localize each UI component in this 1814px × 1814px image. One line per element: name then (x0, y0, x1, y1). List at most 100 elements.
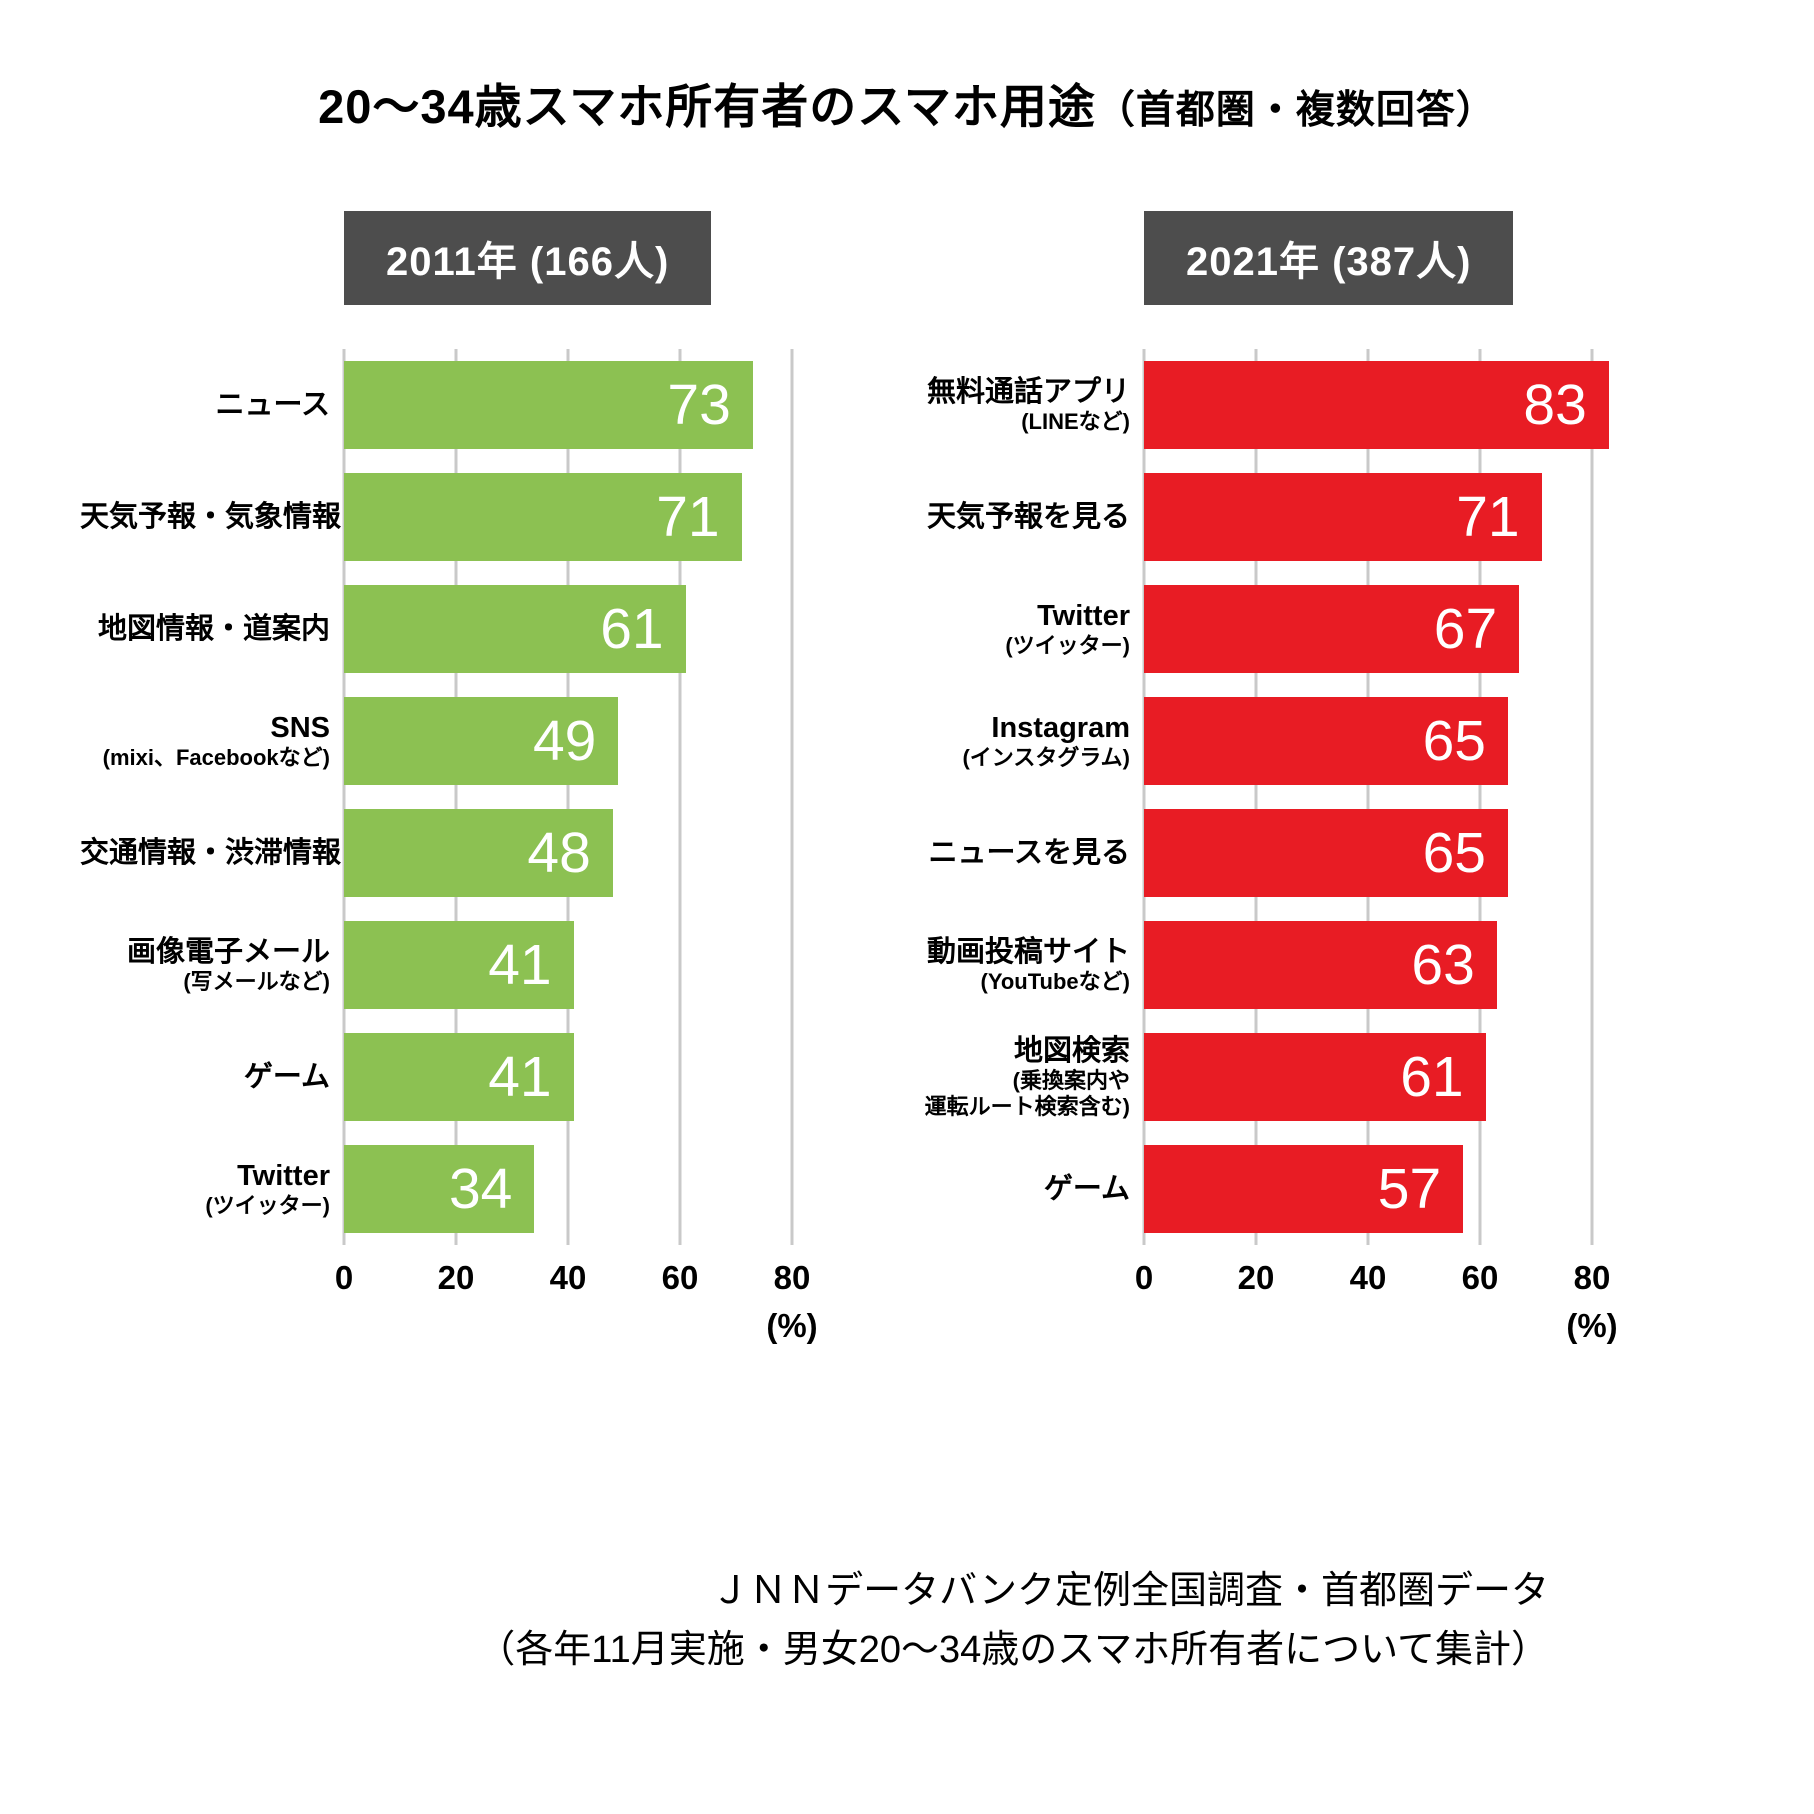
bar-row: Twitter (ツイッター) 67 (880, 573, 1644, 685)
category-label-main: 画像電子メール (126, 935, 330, 968)
category-label-sub: (インスタグラム) (962, 745, 1130, 771)
chart-2021-plot: 無料通話アプリ (LINEなど) 83 天気予報を見る 71 Twitter (ツイッター)… (880, 349, 1644, 1377)
category-label: 動画投稿サイト (YouTubeなど) (880, 935, 1130, 995)
bar-track: 67 (1144, 573, 1644, 685)
category-label: ゲーム (880, 1172, 1130, 1206)
bar-track: 71 (344, 461, 844, 573)
charts-row: 2011年 (166人) ニュース 73 天気予報・気象情報 71 地図情報・道案内 61… (80, 211, 1734, 1377)
bar-row: 天気予報を見る 71 (880, 461, 1644, 573)
category-label: Instagram (インスタグラム) (880, 711, 1130, 771)
bar-track: 48 (344, 797, 844, 909)
bar: 73 (344, 361, 753, 449)
bar-track: 61 (1144, 1021, 1644, 1133)
chart-2011-header-badge: 2011年 (166人) (344, 211, 712, 305)
bar-row: ニュースを見る 65 (880, 797, 1644, 909)
bar-value: 63 (1411, 933, 1475, 997)
x-axis-tick: 80 (773, 1259, 811, 1296)
gridline (1142, 349, 1146, 1245)
category-label-main: 地図情報・道案内 (97, 612, 330, 645)
category-label-sub: (YouTubeなど) (980, 969, 1131, 995)
bar: 63 (1144, 921, 1497, 1009)
category-label-sub: (LINEなど) (1021, 409, 1130, 435)
page-title-main: 20〜34歳スマホ所有者のスマホ用途 (318, 80, 1096, 133)
bar: 57 (1144, 1145, 1464, 1233)
page-title: 20〜34歳スマホ所有者のスマホ用途（首都圏・複数回答） (80, 68, 1734, 137)
category-label-main: ゲーム (243, 1060, 330, 1093)
bar: 41 (344, 1033, 574, 1121)
category-label: 地図検索 (乗換案内や 運転ルート検索含む) (880, 1034, 1130, 1120)
bar-track: 61 (344, 573, 844, 685)
gridline (1590, 349, 1594, 1245)
category-label-main: ニュース (215, 388, 330, 421)
gridline (1254, 349, 1258, 1245)
category-label-sub: (mixi、Facebookなど) (102, 745, 330, 771)
bar: 49 (344, 697, 619, 785)
category-label-main: 交通情報・渋滞情報 (80, 836, 342, 869)
bar-track: 57 (1144, 1133, 1644, 1245)
bar-value: 61 (600, 597, 664, 661)
page-title-paren: （首都圏・複数回答） (1095, 89, 1496, 132)
category-label: 地図情報・道案内 (80, 612, 330, 646)
chart-2021-x-axis: 0 20 40 60 80 (%) (1135, 1245, 1644, 1377)
category-label-sub: (乗換案内や (1012, 1068, 1130, 1094)
x-axis-tick: 40 (1349, 1259, 1387, 1296)
chart-2021: 2021年 (387人) 無料通話アプリ (LINEなど) 83 天気予報を見る 71 T… (880, 211, 1644, 1377)
bar-value: 71 (656, 485, 720, 549)
bar-value: 48 (527, 821, 591, 885)
bar: 71 (344, 473, 742, 561)
category-label-sub: 運転ルート検索含む) (924, 1094, 1130, 1120)
category-label: 画像電子メール (写メールなど) (80, 935, 330, 995)
bar: 48 (344, 809, 613, 897)
bar-track: 63 (1144, 909, 1644, 1021)
bar-row: 交通情報・渋滞情報 48 (80, 797, 844, 909)
bar-track: 34 (344, 1133, 844, 1245)
category-label: Twitter (ツイッター) (880, 599, 1130, 659)
bar-value: 83 (1523, 373, 1587, 437)
bar: 65 (1144, 809, 1508, 897)
x-axis-unit: (%) (766, 1307, 818, 1344)
bar-value: 73 (667, 373, 731, 437)
bar: 67 (1144, 585, 1520, 673)
x-axis-tick: 20 (1237, 1259, 1275, 1296)
category-label: Twitter (ツイッター) (80, 1159, 330, 1219)
source-line-2: （各年11月実施・男女20〜34歳のスマホ所有者について集計） (477, 1628, 1549, 1671)
bar: 41 (344, 921, 574, 1009)
category-label: ニュース (80, 388, 330, 422)
bar-row: 無料通話アプリ (LINEなど) 83 (880, 349, 1644, 461)
x-axis-tick: 60 (661, 1259, 699, 1296)
bar-row: 天気予報・気象情報 71 (80, 461, 844, 573)
chart-2011-rows: ニュース 73 天気予報・気象情報 71 地図情報・道案内 61 SNS (mixi、Face… (80, 349, 844, 1245)
bar-row: Instagram (インスタグラム) 65 (880, 685, 1644, 797)
category-label: 無料通話アプリ (LINEなど) (880, 375, 1130, 435)
x-axis-tick: 60 (1461, 1259, 1499, 1296)
category-label-main: 天気予報を見る (926, 500, 1130, 533)
x-axis-tick: 40 (549, 1259, 587, 1296)
bar-row: 地図情報・道案内 61 (80, 573, 844, 685)
chart-2021-header-badge: 2021年 (387人) (1144, 211, 1514, 305)
bar-track: 73 (344, 349, 844, 461)
x-axis-unit: (%) (1566, 1307, 1618, 1344)
bar-row: 地図検索 (乗換案内や 運転ルート検索含む) 61 (880, 1021, 1644, 1133)
category-label: 天気予報・気象情報 (80, 500, 341, 534)
bar-value: 41 (488, 933, 552, 997)
bar: 61 (344, 585, 686, 673)
category-label-sub: (ツイッター) (205, 1193, 330, 1219)
bar-row: ニュース 73 (80, 349, 844, 461)
bar-track: 49 (344, 685, 844, 797)
category-label: 交通情報・渋滞情報 (80, 836, 342, 870)
x-axis-tick: 20 (437, 1259, 475, 1296)
category-label: SNS (mixi、Facebookなど) (80, 711, 330, 771)
gridline (790, 349, 794, 1245)
chart-2011: 2011年 (166人) ニュース 73 天気予報・気象情報 71 地図情報・道案内 61… (80, 211, 844, 1377)
bar-value: 57 (1377, 1157, 1442, 1221)
bar-value: 71 (1456, 485, 1520, 549)
category-label-main: SNS (270, 711, 330, 744)
category-label-main: Twitter (237, 1159, 330, 1192)
x-axis-tick: 0 (334, 1259, 354, 1296)
gridline (454, 349, 458, 1245)
category-label-main: Instagram (991, 711, 1130, 744)
bar-value: 61 (1400, 1045, 1464, 1109)
chart-2021-rows: 無料通話アプリ (LINEなど) 83 天気予報を見る 71 Twitter (ツイッター)… (880, 349, 1644, 1245)
bar-track: 41 (344, 909, 844, 1021)
